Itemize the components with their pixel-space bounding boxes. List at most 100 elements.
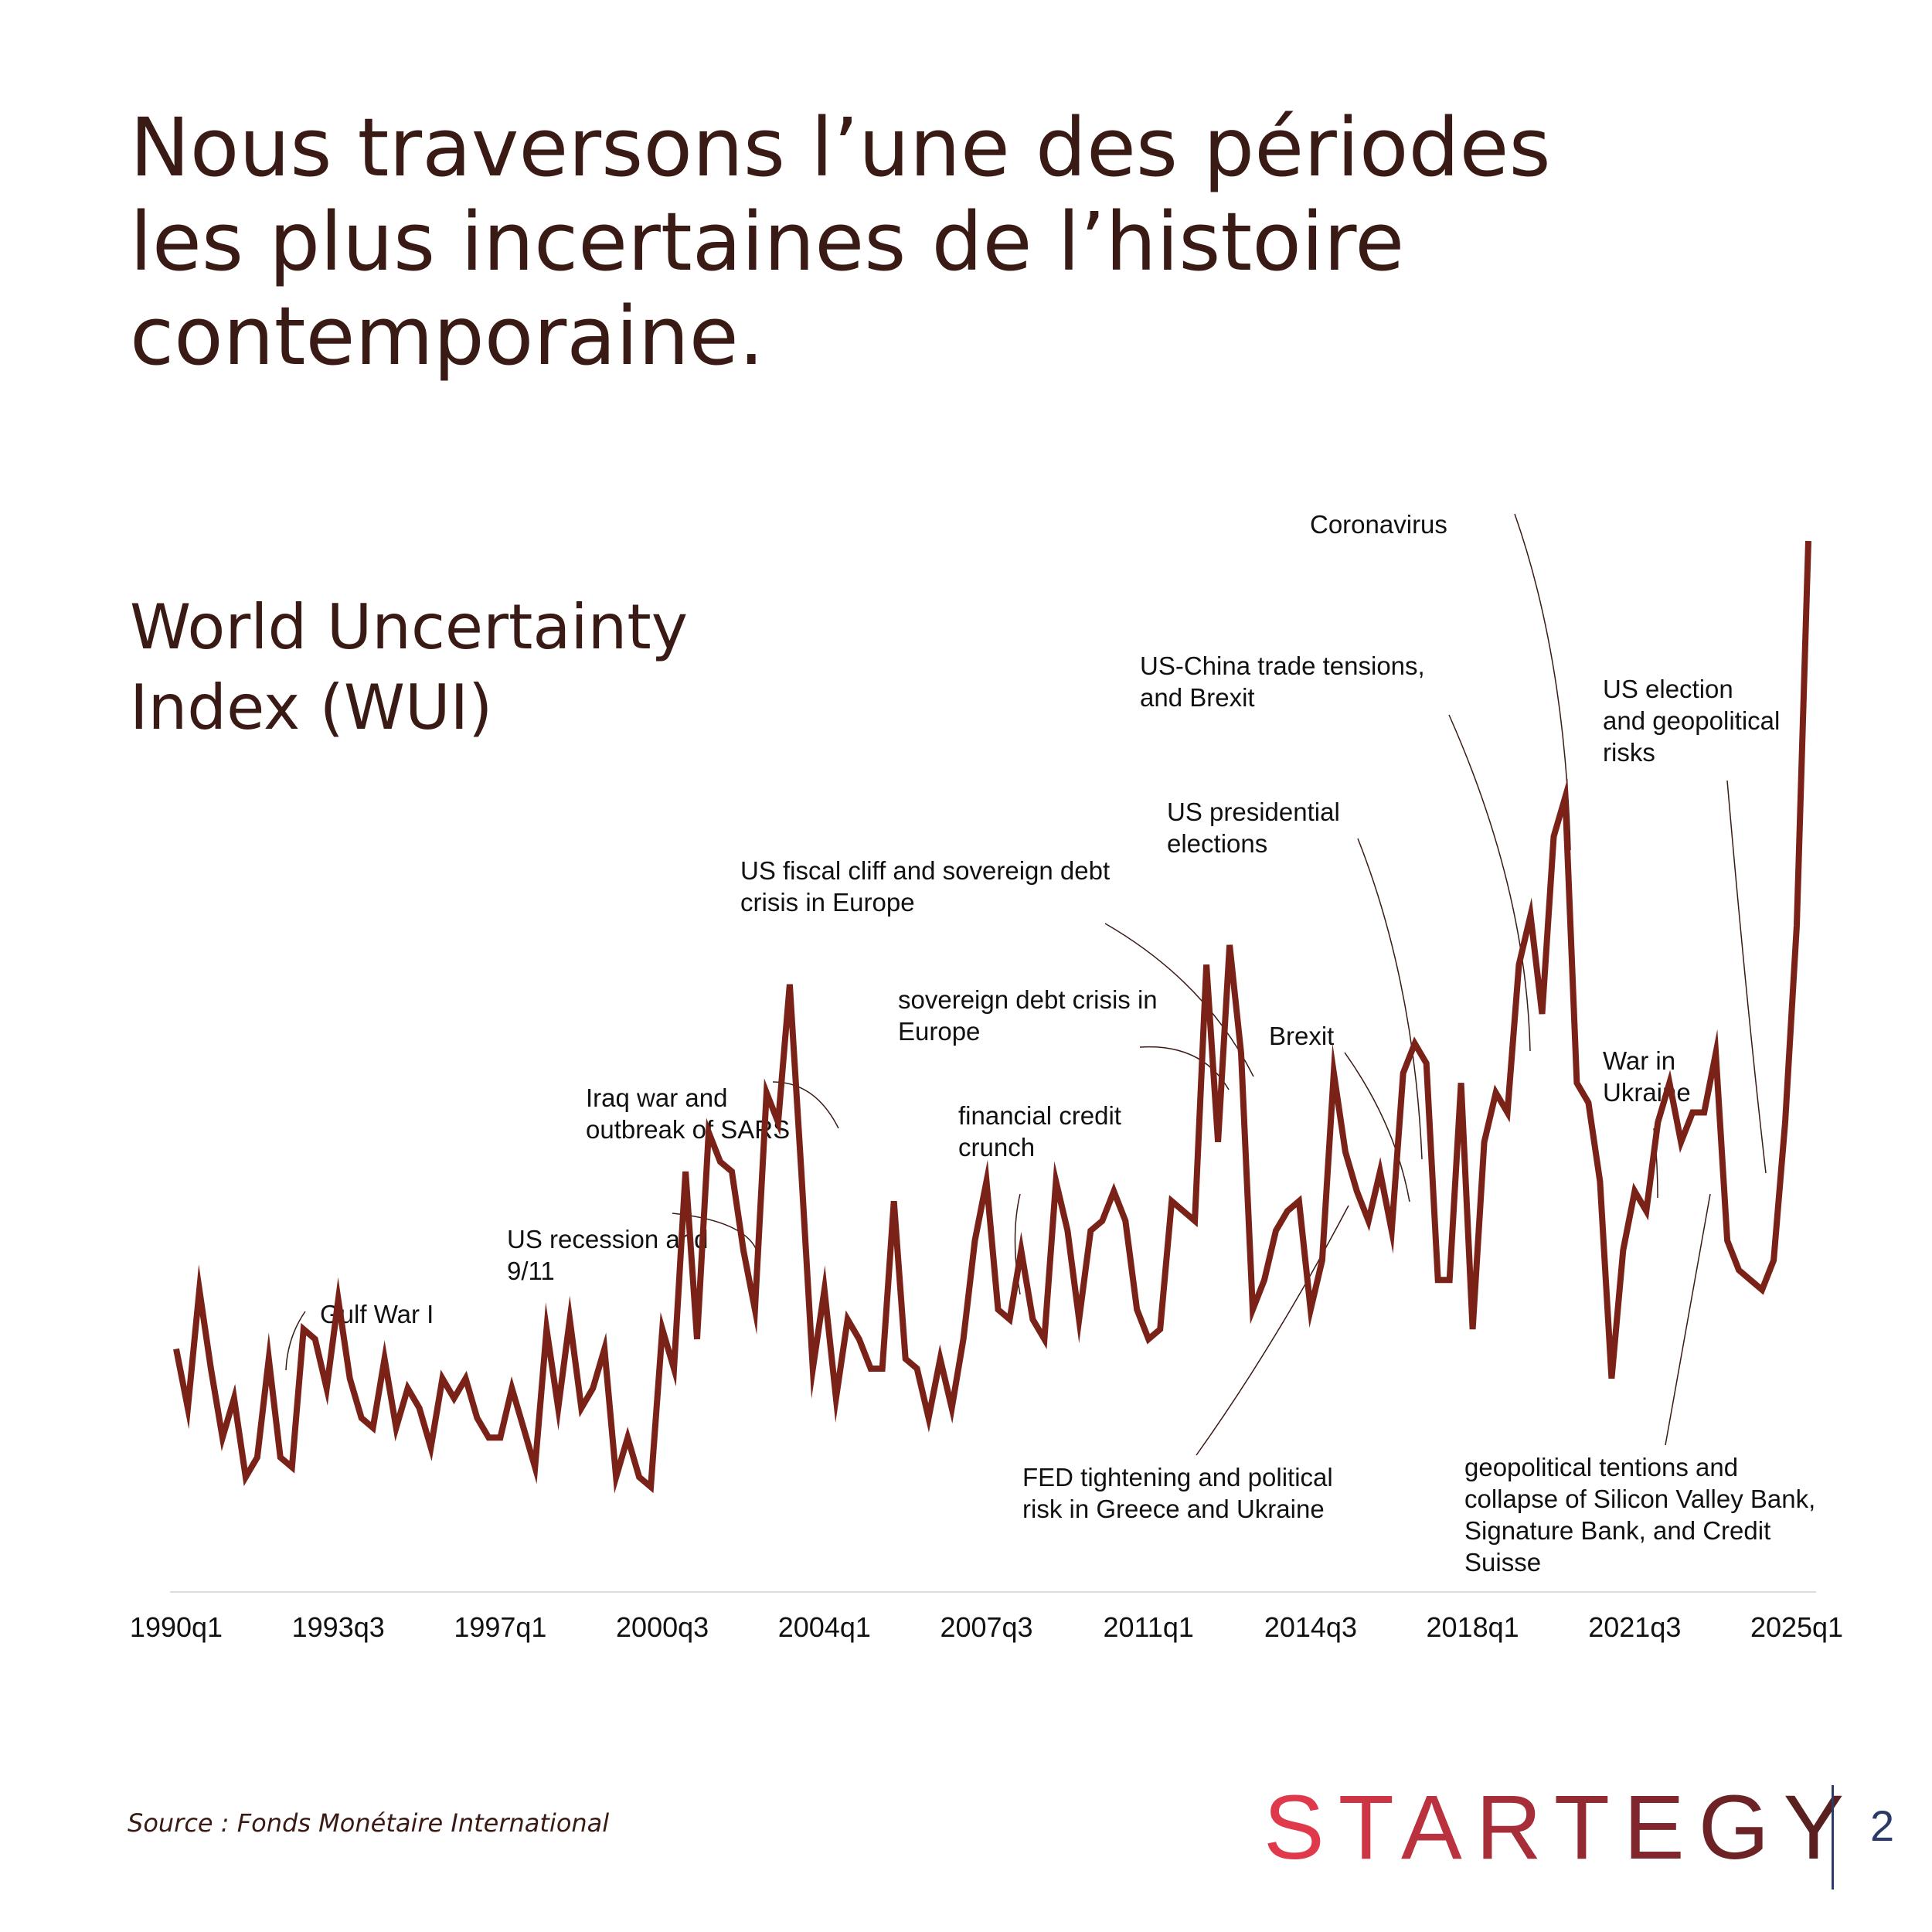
annotation-leader-line — [1448, 714, 1531, 1052]
wui-data-point — [1379, 1170, 1382, 1173]
annotation-label: US recession and 9/11 — [507, 1225, 708, 1285]
chart-title-line-2: Index (WUI) — [130, 672, 493, 743]
wui-data-point — [1355, 1190, 1359, 1193]
wui-data-point — [198, 1288, 201, 1291]
wui-data-point — [1702, 1111, 1706, 1114]
annotation-label-line: crunch — [958, 1133, 1035, 1162]
wui-data-point — [1749, 1278, 1752, 1281]
wui-data-point — [974, 1239, 977, 1242]
wui-data-point — [1563, 796, 1566, 799]
wui-data-point — [314, 1338, 317, 1341]
wui-data-point — [533, 1466, 536, 1469]
slide-title-line-2: les plus incertaines de l’histoire — [130, 195, 1405, 289]
logo-divider — [1832, 1785, 1834, 1889]
wui-data-point — [1645, 1209, 1648, 1213]
wui-data-point — [1483, 1141, 1486, 1144]
wui-data-point — [1274, 1230, 1277, 1233]
x-tick-label: 2025q1 — [1750, 1611, 1843, 1643]
wui-data-point — [1784, 1121, 1787, 1124]
wui-data-point — [1413, 1042, 1417, 1045]
wui-data-point — [464, 1377, 468, 1380]
annotation-leader-line — [1357, 838, 1423, 1160]
annotation-label-line: financial credit — [958, 1101, 1121, 1130]
source-note: Source : Fonds Monétaire International — [128, 1808, 610, 1838]
annotation-label: War in Ukraine — [1603, 1046, 1691, 1107]
wui-data-point — [777, 1121, 780, 1124]
annotation-label: sovereign debt crisis in Europe — [898, 985, 1158, 1046]
slide-title: Nous traversons l’une des périodes les p… — [130, 100, 1830, 383]
wui-data-point — [233, 1396, 236, 1400]
wui-data-point — [1193, 1219, 1196, 1223]
wui-data-point — [614, 1475, 617, 1478]
wui-data-point — [1760, 1288, 1764, 1291]
annotation-leader-line — [1665, 1193, 1711, 1446]
wui-data-point — [302, 1328, 305, 1331]
wui-data-point — [1135, 1308, 1138, 1311]
wui-data-point — [1598, 1180, 1601, 1183]
annotation-label-line: and Brexit — [1140, 683, 1255, 712]
wui-data-point — [1610, 1377, 1613, 1380]
x-tick-label: 2014q3 — [1264, 1611, 1357, 1643]
wui-data-point — [1286, 1209, 1289, 1213]
wui-data-point — [221, 1436, 224, 1439]
annotation-label: US election and geopolitical risks — [1603, 675, 1780, 767]
wui-data-point — [1448, 1278, 1451, 1281]
page-number: 2 — [1870, 1801, 1895, 1850]
wui-data-point — [256, 1456, 259, 1459]
wui-data-point — [1240, 1052, 1243, 1055]
x-tick-label: 1997q1 — [454, 1611, 546, 1643]
annotation-leader-line — [285, 1311, 306, 1371]
wui-data-point — [1321, 1259, 1324, 1262]
annotation-leader-line — [1196, 1205, 1349, 1456]
wui-data-point — [1112, 1190, 1115, 1193]
wui-data-point — [1158, 1328, 1162, 1331]
wui-data-point — [1506, 1111, 1509, 1114]
annotation-label-line: elections — [1167, 829, 1267, 858]
wui-data-point — [337, 1298, 340, 1301]
wui-line-chart: 1990q1 1993q3 1997q1 2000q3 2004q1 2007q3 2011… — [130, 510, 1843, 1643]
annotation-label-line: and geopolitical — [1603, 706, 1780, 735]
wui-data-point — [510, 1387, 513, 1390]
wui-data-point — [1656, 1121, 1659, 1124]
annotation-label-line: US-China trade tensions, — [1140, 651, 1425, 680]
annotation-label-line: Europe — [898, 1017, 980, 1046]
slide-title-line-3: contemporaine. — [130, 289, 764, 383]
x-tick-label: 1990q1 — [130, 1611, 223, 1643]
slide-title-line-1: Nous traversons l’une des périodes — [130, 100, 1551, 195]
annotation-label-line: crisis in Europe — [740, 888, 915, 917]
x-tick-label: 2004q1 — [778, 1611, 871, 1643]
x-tick-label: 2021q3 — [1588, 1611, 1681, 1643]
wui-data-point — [1216, 1141, 1219, 1144]
wui-data-point — [267, 1357, 270, 1360]
wui-data-point — [1054, 1180, 1057, 1183]
wui-data-point — [487, 1436, 490, 1439]
wui-data-point — [1425, 1062, 1428, 1065]
wui-data-point — [475, 1417, 478, 1420]
wui-data-point — [753, 1308, 757, 1311]
wui-data-point — [951, 1406, 954, 1410]
annotation-label-line: Signature Bank, and Credit — [1464, 1516, 1770, 1545]
chart-title-line-1: World Uncertainty — [130, 591, 689, 663]
wui-data-point — [661, 1328, 664, 1331]
wui-data-point — [383, 1357, 386, 1360]
wui-data-point — [1019, 1249, 1022, 1252]
annotation-label-line: Suisse — [1464, 1548, 1541, 1577]
wui-data-point — [1402, 1072, 1405, 1075]
wui-data-point — [696, 1338, 699, 1341]
annotation-label-line: Ukraine — [1603, 1078, 1691, 1107]
annotation-label-line: risk in Greece and Ukraine — [1022, 1495, 1325, 1523]
logo-letter: S — [1264, 1777, 1338, 1879]
wui-data-point — [1031, 1318, 1034, 1321]
wui-data-point — [1066, 1230, 1069, 1233]
wui-data-point — [568, 1318, 571, 1321]
wui-data-point — [1553, 835, 1556, 838]
annotation-label-line: geopolitical tentions and — [1464, 1453, 1738, 1481]
wui-data-point — [498, 1436, 502, 1439]
wui-data-point — [1518, 963, 1521, 966]
annotation-label-line: outbreak of SARS — [586, 1115, 790, 1144]
annotation-label: Coronavirus — [1310, 510, 1447, 539]
wui-data-point — [279, 1456, 282, 1459]
annotation-label-line: Coronavirus — [1310, 510, 1447, 539]
wui-data-point — [1807, 539, 1810, 543]
annotation-label: financial credit crunch — [958, 1101, 1121, 1162]
